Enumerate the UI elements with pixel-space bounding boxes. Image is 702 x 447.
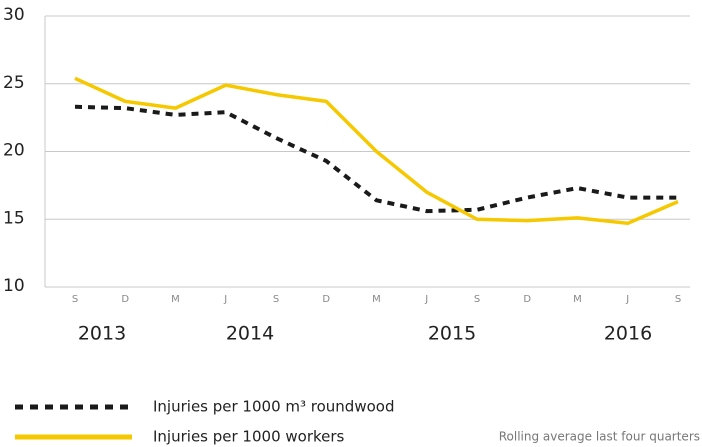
x-tick-label: J — [625, 294, 629, 305]
y-tick-label: 25 — [3, 73, 25, 93]
y-tick-label: 30 — [3, 5, 25, 25]
series-line — [74, 76, 679, 226]
legend-label: Injuries per 1000 workers — [153, 428, 345, 446]
y-tick-label: 15 — [3, 208, 25, 228]
y-tick-label: 10 — [3, 276, 25, 296]
x-tick-label: S — [675, 294, 681, 305]
year-label: 2014 — [226, 323, 274, 345]
x-tick-label: D — [322, 294, 330, 305]
y-tick-label: 20 — [3, 141, 25, 161]
x-tick-label: D — [523, 294, 531, 305]
x-tick-label: S — [72, 294, 78, 305]
legend-label: Injuries per 1000 m³ roundwood — [153, 398, 394, 416]
year-label: 2013 — [78, 323, 126, 345]
series-line — [74, 104, 678, 214]
x-tick-label: M — [171, 294, 180, 305]
year-label: 2015 — [428, 323, 476, 345]
note: Rolling average last four quarters — [499, 430, 700, 444]
x-tick-label: S — [273, 294, 279, 305]
x-tick-label: D — [121, 294, 129, 305]
x-tick-label: M — [372, 294, 381, 305]
year-label: 2016 — [604, 323, 652, 345]
x-tick-label: S — [474, 294, 480, 305]
x-tick-label: J — [223, 294, 227, 305]
x-tick-label: M — [573, 294, 582, 305]
x-tick-label: J — [424, 294, 428, 305]
